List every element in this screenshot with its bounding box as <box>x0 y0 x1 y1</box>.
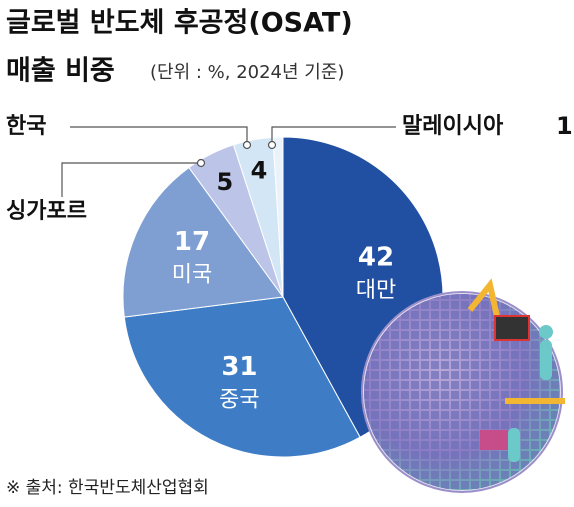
category-label: 미국 <box>172 263 212 288</box>
leader-lines <box>61 126 396 197</box>
source: ※ 출처: 한국반도체산업협회 <box>6 478 209 498</box>
value-label: 1 <box>556 112 573 140</box>
value-label: 4 <box>251 156 268 184</box>
pie-slice <box>272 136 284 298</box>
chart-title: 글로벌 반도체 후공정(OSAT) <box>6 8 353 39</box>
pie-slice <box>123 296 361 458</box>
category-label: 한국 <box>6 114 46 139</box>
leader-dots <box>196 140 277 168</box>
value-label: 42 <box>358 243 394 273</box>
chart-subtitle: (단위 : %, 2024년 기준) <box>150 62 344 83</box>
value-label: 31 <box>221 352 257 382</box>
category-label: 중국 <box>219 388 259 413</box>
pie <box>122 136 444 458</box>
category-label: 싱가포르 <box>6 199 87 224</box>
value-label: 17 <box>174 227 210 257</box>
value-label: 5 <box>217 168 234 196</box>
chart-subtitle-main: 매출 비중 <box>6 56 115 87</box>
pie-slice <box>122 166 284 318</box>
category-label: 대만 <box>356 278 396 303</box>
category-label: 말레이시아 <box>402 114 504 139</box>
wafer-illustration <box>361 278 565 493</box>
